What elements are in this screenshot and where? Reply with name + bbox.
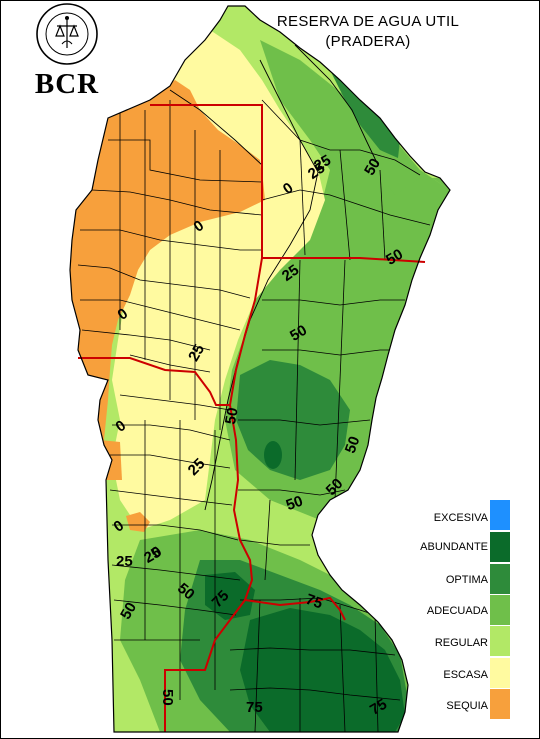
map-title: RESERVA DE AGUA UTIL bbox=[276, 13, 460, 30]
contour-label: 50 bbox=[342, 434, 364, 455]
optimal-zone-northeast bbox=[330, 70, 400, 158]
contour-lines bbox=[169, 44, 379, 511]
abundant-zone-south bbox=[240, 608, 405, 732]
province-boundaries bbox=[78, 104, 426, 732]
abundant-spot-center bbox=[264, 441, 282, 469]
legend-label-abundante: ABUNDANTE bbox=[420, 541, 488, 553]
legend-swatch-escasa bbox=[490, 658, 510, 688]
legend-swatch-excesiva bbox=[490, 500, 510, 530]
legend-swatch-optima bbox=[490, 564, 510, 594]
drought-spot-southwest bbox=[126, 512, 150, 532]
drought-strip-west bbox=[100, 440, 122, 480]
optimal-zone-center bbox=[236, 360, 350, 480]
legend-label-adecuada: ADECUADA bbox=[426, 605, 488, 617]
legend-swatch-adecuada bbox=[490, 595, 510, 625]
legend-label-optima: OPTIMA bbox=[445, 574, 488, 586]
legend-label-escasa: ESCASA bbox=[443, 669, 488, 681]
contour-label: 25 bbox=[141, 544, 164, 567]
contour-label: 50 bbox=[284, 493, 305, 515]
bcr-seal-icon bbox=[36, 3, 98, 65]
contour-label: 25 bbox=[305, 159, 328, 182]
legend-label-excesiva: EXCESIVA bbox=[433, 512, 488, 524]
legend-label-sequia: SEQUIA bbox=[446, 700, 488, 712]
contour-label: 50 bbox=[361, 155, 384, 178]
contour-label: 75 bbox=[246, 699, 263, 716]
contour-label: 25 bbox=[311, 152, 334, 175]
contour-label: 50 bbox=[383, 246, 406, 269]
contour-label: 25 bbox=[279, 261, 302, 284]
contour-label: 50 bbox=[222, 406, 242, 425]
contour-labels: 0 0 0 0 0 0 25 25 25 25 25 25 25 50 50 5… bbox=[110, 152, 406, 719]
contour-label: 75 bbox=[303, 591, 324, 613]
legend-swatch-regular bbox=[490, 626, 510, 656]
bcr-logo-text: BCR bbox=[34, 68, 100, 100]
contour-label: 50 bbox=[159, 689, 176, 706]
contour-label: 50 bbox=[117, 599, 140, 622]
legend-label-regular: REGULAR bbox=[434, 637, 488, 649]
map-subtitle: (PRADERA) bbox=[325, 33, 411, 50]
contour-label: 50 bbox=[287, 322, 310, 345]
abundant-zone-south-2 bbox=[205, 572, 255, 620]
contour-label: 25 bbox=[185, 341, 208, 364]
legend-swatch-sequia bbox=[490, 689, 510, 719]
scarce-zone bbox=[112, 30, 325, 530]
region-outline bbox=[69, 5, 451, 733]
legend-swatch-abundante bbox=[490, 532, 510, 562]
contour-label: 75 bbox=[367, 696, 390, 719]
contour-label: 25 bbox=[116, 553, 133, 570]
department-boundaries bbox=[77, 99, 431, 732]
